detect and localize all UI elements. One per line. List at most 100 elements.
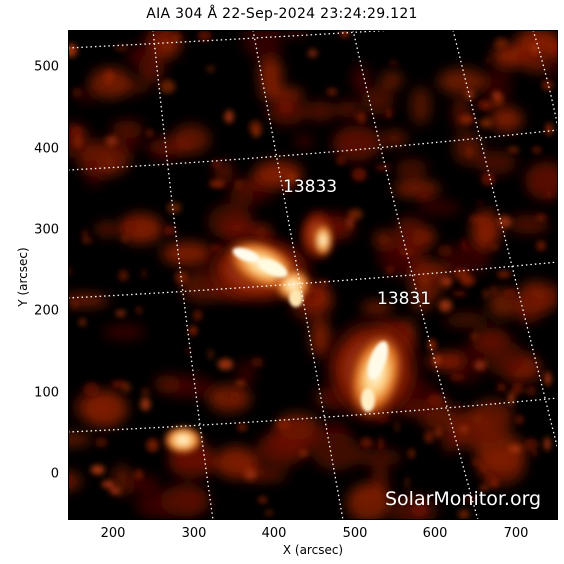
- bright-point: [161, 424, 205, 456]
- network-grain: [101, 480, 115, 488]
- network-grain: [347, 216, 354, 229]
- network-grain: [490, 285, 497, 296]
- network-grain: [467, 146, 472, 157]
- network-patch: [452, 97, 471, 131]
- network-grain: [496, 271, 511, 278]
- network-grain: [452, 291, 467, 297]
- y-tick-label: 200: [34, 303, 59, 319]
- network-patch: [125, 475, 160, 492]
- network-grain: [326, 88, 338, 95]
- network-grain: [471, 459, 481, 466]
- network-grain: [167, 202, 182, 214]
- network-patch: [207, 384, 251, 413]
- network-grain: [351, 167, 367, 182]
- network-grain: [536, 240, 546, 251]
- network-patch: [171, 124, 211, 155]
- network-grain: [501, 383, 506, 393]
- network-patch: [336, 101, 360, 117]
- network-grain: [236, 180, 241, 190]
- x-tick-label: 700: [503, 526, 529, 541]
- network-grain: [427, 393, 444, 407]
- network-patch: [95, 222, 117, 237]
- network-grain: [471, 333, 477, 340]
- network-grain: [275, 420, 291, 429]
- network-grain: [115, 310, 126, 317]
- network-grain: [525, 385, 537, 397]
- network-patch: [242, 30, 284, 60]
- network-grain: [535, 214, 547, 220]
- solar-emission-map: [68, 30, 558, 520]
- network-grain: [83, 382, 100, 397]
- network-patch: [68, 472, 82, 491]
- network-grain: [531, 450, 539, 457]
- network-grain: [159, 79, 176, 94]
- network-grain: [479, 118, 493, 128]
- network-grain: [307, 49, 318, 58]
- network-grain: [484, 471, 496, 485]
- network-patch: [253, 160, 303, 189]
- network-grain: [498, 215, 512, 228]
- network-grain: [174, 33, 180, 42]
- network-grain: [494, 37, 508, 49]
- active-region-13831-core: [361, 341, 389, 412]
- network-grain: [545, 122, 553, 136]
- solar-image: [68, 30, 558, 520]
- network-patch: [149, 136, 182, 161]
- network-patch: [480, 414, 504, 443]
- network-grain: [124, 220, 134, 233]
- network-grain: [134, 469, 144, 480]
- network-grain: [477, 200, 483, 207]
- network-grain: [79, 318, 86, 326]
- network-grain: [73, 299, 78, 309]
- network-grain: [212, 160, 221, 167]
- network-grain: [348, 208, 363, 220]
- network-grain: [136, 307, 142, 314]
- network-grain: [418, 274, 430, 285]
- network-grain: [459, 114, 475, 124]
- network-grain: [140, 269, 148, 279]
- network-grain: [284, 178, 291, 191]
- region-label-13833: 13833: [283, 177, 338, 197]
- network-patch: [352, 64, 370, 94]
- network-grain: [399, 247, 415, 257]
- network-grain: [469, 215, 485, 224]
- network-patch: [507, 214, 550, 234]
- network-grain: [437, 244, 453, 257]
- network-grain: [542, 80, 554, 90]
- network-grain: [516, 416, 523, 424]
- y-tick-label: 500: [34, 59, 59, 75]
- network-grain: [460, 275, 475, 286]
- y-tick-label: 0: [50, 466, 59, 482]
- x-tick-label: 400: [261, 526, 287, 541]
- network-grain: [288, 174, 298, 182]
- image-title: AIA 304 Å 22-Sep-2024 23:24:29.121: [146, 6, 418, 22]
- network-patch: [483, 340, 525, 376]
- network-patch: [395, 158, 428, 180]
- network-grain: [217, 358, 234, 370]
- network-patch: [475, 150, 517, 175]
- network-grain: [490, 243, 499, 250]
- network-patch: [393, 216, 426, 257]
- network-grain: [163, 225, 177, 236]
- network-grain: [337, 156, 345, 165]
- x-tick-label: 300: [181, 526, 207, 541]
- region-label-13831: 13831: [377, 289, 432, 309]
- network-grain: [105, 135, 118, 146]
- network-grain: [436, 426, 441, 438]
- network-grain: [546, 189, 553, 199]
- network-grain: [234, 225, 240, 232]
- y-tick-label: 400: [34, 141, 59, 157]
- network-grain: [114, 45, 129, 50]
- network-grain: [411, 504, 427, 517]
- network-patch: [230, 183, 254, 214]
- network-grain: [188, 326, 198, 336]
- network-grain: [68, 265, 72, 277]
- network-patch: [516, 50, 542, 68]
- network-grain: [360, 437, 373, 448]
- network-grain: [300, 450, 307, 456]
- network-patch: [346, 483, 391, 520]
- network-grain: [416, 194, 432, 199]
- network-grain: [71, 87, 83, 98]
- network-patch: [474, 432, 527, 472]
- network-patch: [214, 160, 233, 184]
